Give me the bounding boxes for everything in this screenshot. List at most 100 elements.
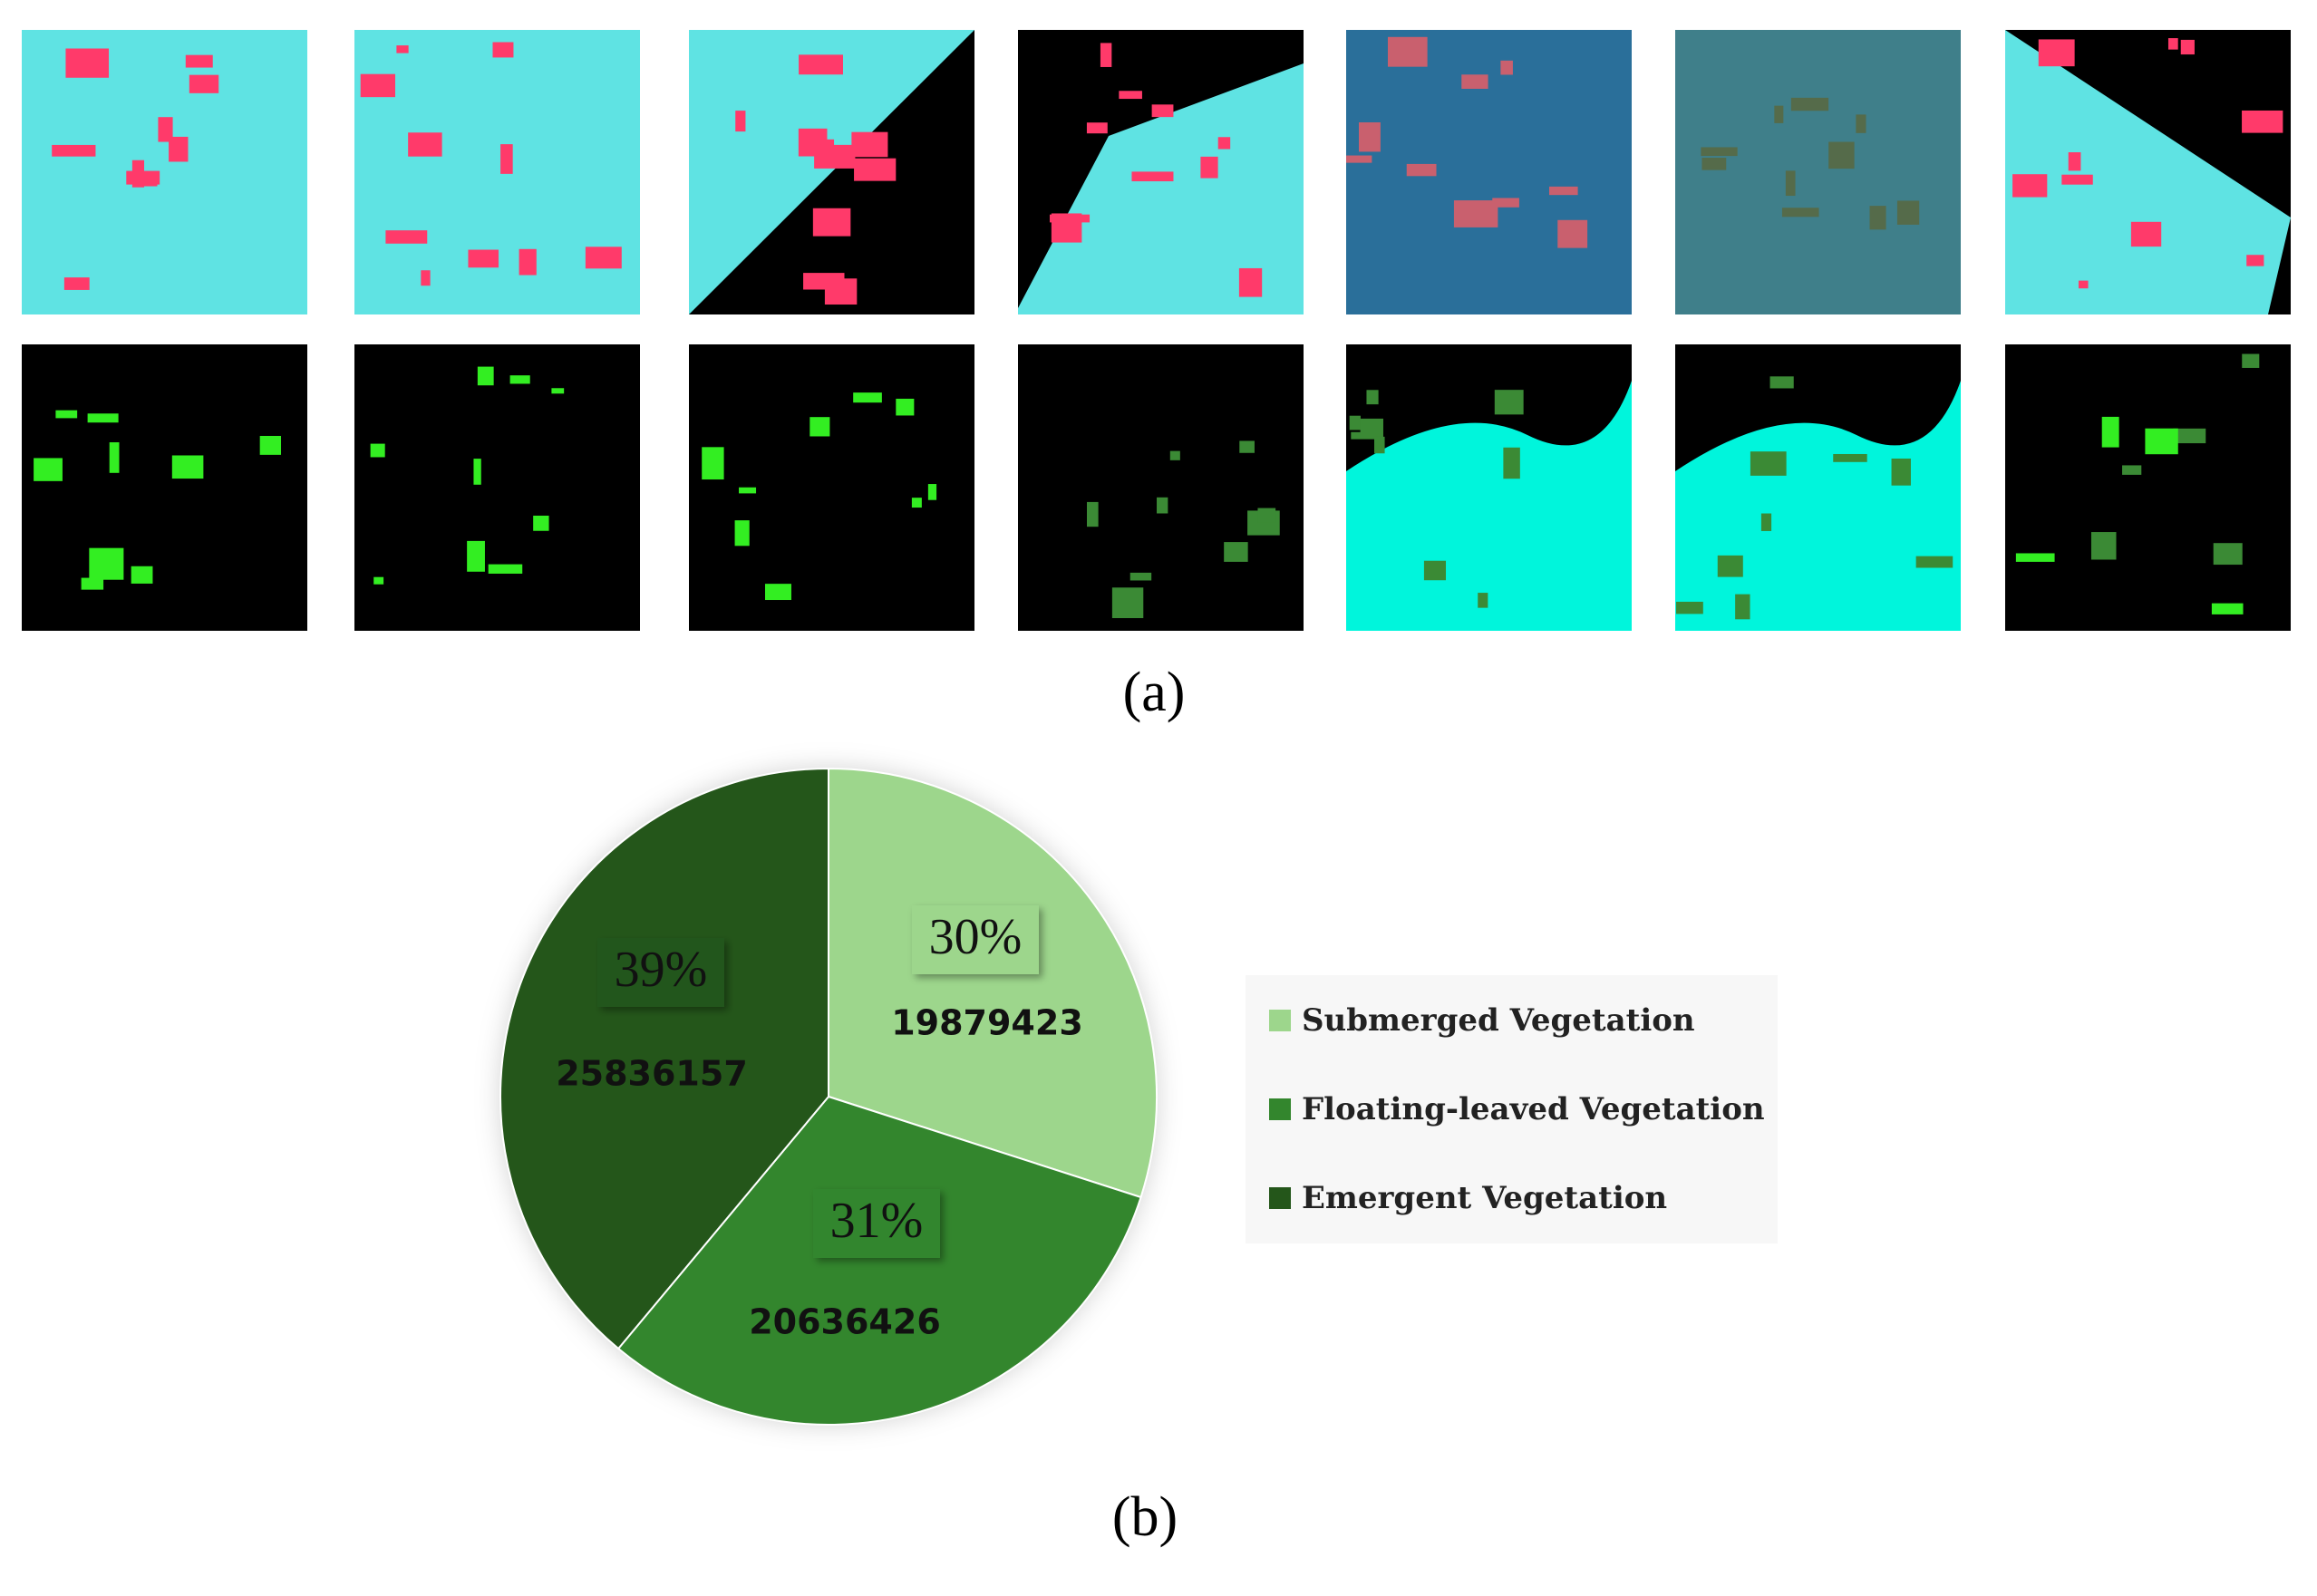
mask-patch [370,443,385,458]
tile-patch [1200,156,1218,179]
image-tiles [22,30,2291,631]
mask-patch [488,564,523,574]
mask-patch [473,459,481,485]
tile-patch [1701,158,1727,170]
mask-patch [1360,418,1383,439]
tile-patch [385,230,428,244]
mask-tile [354,344,640,631]
mask-patch [911,498,922,508]
legend-box [1246,975,1778,1243]
tile-patch [421,270,431,286]
panel-label: (b) [1112,1486,1178,1548]
tile-patch [2038,39,2075,67]
tile-patch [585,247,622,269]
tile-patch [360,73,395,98]
tile-patch [1131,171,1174,182]
tile-patch [492,42,514,58]
tile-patch [799,54,843,75]
satellite-tile [1675,30,1961,314]
tile-patch [2068,152,2081,171]
legend-label: Submerged Vegetation [1302,1002,1695,1039]
mask-patch [1735,594,1750,620]
satellite-tile [1346,30,1632,314]
mask-patch [764,584,791,601]
mask-patch [87,413,119,423]
mask-patch [109,442,120,473]
mask-patch [533,515,549,531]
tile-patch [1781,208,1819,218]
mask-patch [1157,497,1168,514]
tile-patch [1100,43,1112,67]
legend-label: Emergent Vegetation [1302,1180,1667,1216]
mask-patch [2090,532,2117,560]
mask-patch [2015,553,2055,562]
mask-patch [1915,556,1953,568]
mask-region [1675,381,1961,631]
mask-patch [2145,428,2178,455]
mask-patch [171,455,204,479]
mask-patch [1494,390,1524,415]
mask-patch [89,547,124,580]
tile-patch [185,54,213,68]
mask-patch [734,520,750,547]
pie-slice [499,767,829,1350]
mask-patch [1891,458,1911,486]
mask-patch [1423,560,1447,581]
mask-patch [1366,390,1379,405]
legend: Submerged Vegetation Floating-leaved Vege… [1269,1002,1765,1216]
tile-patch [396,45,409,53]
tile-patch [1238,267,1263,297]
tile-patch [2012,174,2048,198]
mask-patch [34,458,63,481]
tile-patch [1453,200,1498,227]
mask-patch [81,577,104,590]
tile-patch [189,74,219,93]
mask-patch [2213,543,2243,566]
legend-swatch [1269,1187,1291,1209]
tile-patch [2167,38,2178,50]
tile-patch [1051,213,1082,243]
mask-patch [1750,451,1787,476]
mask-patch [55,410,78,419]
tile-patch [1217,137,1231,150]
tile-patch [2130,221,2162,247]
mask-patch [809,417,830,437]
mask-patch [467,540,485,572]
tile-patch [851,131,888,158]
tile-patch [519,248,537,276]
mask-patch [2242,353,2260,368]
mask-patch [509,375,530,384]
tile-patch [1151,104,1174,118]
legend-swatch [1269,1010,1291,1031]
tile-patch [468,249,499,268]
tile-patch [1119,91,1142,100]
tile-mask [689,30,974,314]
mask-patch [896,398,915,416]
tile-patch [735,111,746,132]
mask-patch [1503,447,1520,479]
tile-patch [408,132,442,157]
mask-patch [853,392,882,403]
mask-patch [1224,542,1248,562]
tile-patch [1461,74,1488,89]
tile-patch [2078,280,2089,289]
tile-patch [1869,206,1886,230]
value-label: 20636426 [749,1302,941,1342]
tile-patch [1548,186,1578,196]
mask-patch [1257,508,1276,523]
mask-tile [689,344,974,631]
tile-patch [1701,147,1738,157]
satellite-tile [22,30,307,314]
tile-patch [1896,200,1920,225]
mask-patch [131,566,153,584]
tile-patch [854,158,897,181]
legend-label: Floating-leaved Vegetation [1302,1091,1765,1127]
mask-patch [1760,513,1772,531]
tile-patch [812,208,851,237]
mask-patch [2122,465,2142,475]
mask-patch [1833,453,1867,462]
tile-mask [2005,30,2291,314]
mask-patch [1769,376,1794,389]
tile-patch [1557,219,1588,248]
